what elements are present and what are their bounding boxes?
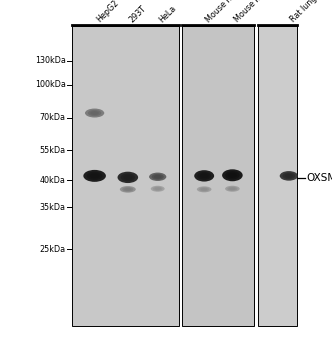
Ellipse shape: [149, 173, 166, 181]
Text: 35kDa: 35kDa: [40, 203, 66, 212]
Bar: [258, 26, 297, 326]
Ellipse shape: [88, 110, 101, 116]
Bar: [182, 26, 254, 326]
Ellipse shape: [227, 187, 237, 191]
Ellipse shape: [120, 186, 136, 193]
Text: 25kDa: 25kDa: [40, 245, 66, 254]
Ellipse shape: [194, 170, 214, 182]
Text: 100kDa: 100kDa: [35, 80, 66, 89]
Text: Rat lung: Rat lung: [289, 0, 319, 25]
Ellipse shape: [200, 173, 209, 178]
Ellipse shape: [225, 186, 240, 192]
Text: Mouse heart: Mouse heart: [204, 0, 246, 25]
Ellipse shape: [122, 187, 133, 192]
Ellipse shape: [228, 173, 237, 178]
Text: 40kDa: 40kDa: [40, 176, 66, 185]
Ellipse shape: [124, 188, 131, 191]
Text: OXSM: OXSM: [306, 173, 332, 183]
Ellipse shape: [283, 173, 295, 179]
Ellipse shape: [85, 108, 104, 118]
Ellipse shape: [199, 187, 209, 191]
Ellipse shape: [90, 173, 100, 178]
Ellipse shape: [83, 170, 106, 182]
Text: 55kDa: 55kDa: [40, 146, 66, 155]
Ellipse shape: [225, 171, 240, 180]
Text: HeLa: HeLa: [158, 4, 178, 24]
Ellipse shape: [280, 171, 298, 181]
Ellipse shape: [229, 187, 236, 190]
Text: Mouse kidney: Mouse kidney: [232, 0, 278, 25]
Ellipse shape: [197, 172, 211, 180]
Text: 293T: 293T: [128, 4, 148, 24]
Ellipse shape: [201, 188, 208, 191]
Text: HepG2: HepG2: [95, 0, 120, 25]
Ellipse shape: [90, 111, 99, 115]
Ellipse shape: [152, 174, 164, 180]
Text: 70kDa: 70kDa: [40, 113, 66, 122]
Ellipse shape: [285, 174, 293, 178]
Ellipse shape: [118, 172, 138, 183]
Bar: [72, 26, 179, 326]
Ellipse shape: [197, 186, 211, 193]
Ellipse shape: [154, 175, 162, 178]
Ellipse shape: [222, 169, 243, 181]
Ellipse shape: [151, 186, 165, 192]
Ellipse shape: [121, 173, 135, 181]
Ellipse shape: [153, 187, 163, 191]
Ellipse shape: [87, 172, 103, 180]
Text: 130kDa: 130kDa: [35, 56, 66, 65]
Ellipse shape: [155, 187, 161, 190]
Ellipse shape: [123, 175, 132, 180]
